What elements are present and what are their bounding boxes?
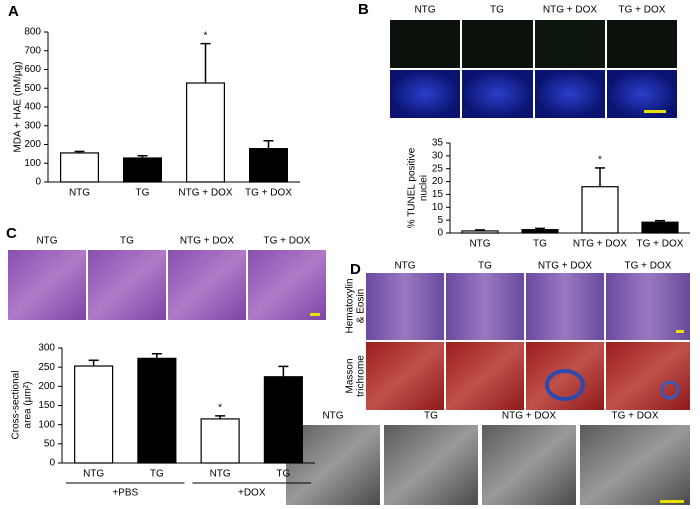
column-label: TG: [424, 411, 438, 422]
row-label: & Eosin: [356, 289, 367, 323]
y-tick-label: 20: [432, 176, 444, 187]
x-tick-label: NTG: [210, 469, 231, 480]
histology-images: [366, 273, 690, 410]
row-label: Hematoxylin: [345, 278, 356, 333]
he-images: [8, 250, 326, 320]
y-tick-label: 100: [24, 158, 41, 169]
em-images: [286, 425, 690, 505]
y-tick-label: 10: [432, 202, 444, 213]
row-label: trichrome: [356, 355, 367, 397]
x-tick-label: TG: [136, 188, 150, 199]
column-label: TG + DOX: [264, 236, 311, 247]
y-tick-label: 400: [24, 102, 41, 113]
y-tick-label: 700: [24, 45, 41, 56]
panel-letter: B: [358, 1, 369, 18]
y-axis-label: % TUNEL positive: [407, 147, 418, 228]
column-label: NTG: [414, 5, 435, 16]
y-axis-label: area (µm²): [23, 382, 34, 429]
y-tick-label: 250: [38, 362, 55, 373]
x-tick-label: TG: [533, 239, 547, 250]
y-axis-label: Cross-sectional: [11, 371, 22, 440]
bar: [641, 221, 679, 234]
y-tick-label: 0: [437, 228, 443, 239]
panel-letter: C: [6, 225, 17, 242]
panel-letter: D: [350, 261, 361, 278]
bar: [521, 229, 559, 234]
bar: [122, 157, 162, 183]
tunel-images: [390, 20, 677, 118]
panel-letter: A: [8, 3, 19, 20]
x-tick-label: TG: [276, 469, 290, 480]
column-label: NTG: [322, 411, 343, 422]
row-label: Masson: [345, 358, 356, 393]
y-tick-label: 25: [432, 163, 444, 174]
column-label: TG + DOX: [612, 411, 659, 422]
significance: *: [218, 402, 222, 413]
x-tick-label: TG + DOX: [245, 188, 292, 199]
x-tick-label: NTG: [69, 188, 90, 199]
bar: [200, 418, 240, 464]
x-tick-label: TG: [150, 469, 164, 480]
significance: *: [204, 30, 208, 41]
bar: [186, 82, 226, 183]
x-tick-label: NTG + DOX: [178, 188, 233, 199]
y-tick-label: 35: [432, 138, 444, 149]
x-tick-label: NTG: [83, 469, 104, 480]
y-axis-label: MDA + HAE (nM/µg): [13, 61, 24, 152]
group-label: +DOX: [238, 488, 266, 499]
column-label: NTG: [394, 261, 415, 272]
y-tick-label: 300: [24, 120, 41, 131]
x-tick-label: TG + DOX: [637, 239, 684, 250]
column-label: TG: [120, 236, 134, 247]
column-label: NTG + DOX: [180, 236, 235, 247]
column-label: NTG: [36, 236, 57, 247]
bar: [249, 148, 289, 183]
y-tick-label: 0: [49, 458, 55, 469]
y-tick-label: 30: [432, 150, 444, 161]
y-tick-label: 200: [38, 381, 55, 392]
y-tick-label: 50: [44, 438, 56, 449]
x-tick-label: NTG: [469, 239, 490, 250]
y-tick-label: 200: [24, 139, 41, 150]
significance: *: [598, 155, 602, 166]
bar: [461, 230, 499, 234]
bar: [581, 186, 619, 234]
column-label: NTG + DOX: [502, 411, 557, 422]
column-label: NTG + DOX: [538, 261, 593, 272]
y-tick-label: 300: [38, 343, 55, 354]
bar: [59, 152, 99, 183]
y-tick-label: 100: [38, 419, 55, 430]
bar: [137, 357, 177, 464]
column-label: TG: [490, 5, 504, 16]
y-tick-label: 0: [35, 177, 41, 188]
column-label: TG + DOX: [625, 261, 672, 272]
x-tick-label: NTG + DOX: [573, 239, 628, 250]
y-tick-label: 15: [432, 189, 444, 200]
y-tick-label: 150: [38, 400, 55, 411]
bar: [74, 365, 114, 464]
column-label: NTG + DOX: [543, 5, 598, 16]
y-tick-label: 5: [437, 215, 443, 226]
column-label: TG + DOX: [619, 5, 666, 16]
group-label: +PBS: [112, 488, 138, 499]
column-label: TG: [478, 261, 492, 272]
y-tick-label: 500: [24, 83, 41, 94]
bar: [263, 376, 303, 464]
y-tick-label: 800: [24, 27, 41, 38]
y-axis-label: nuclei: [419, 175, 430, 201]
y-tick-label: 600: [24, 64, 41, 75]
